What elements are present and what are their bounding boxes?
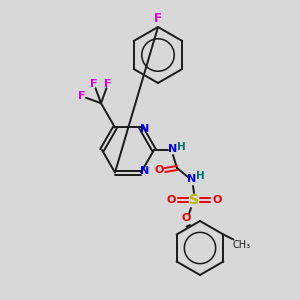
Text: CH₃: CH₃ — [232, 239, 250, 250]
Text: F: F — [79, 92, 86, 101]
Text: N: N — [140, 124, 150, 134]
Text: N: N — [188, 174, 196, 184]
Text: H: H — [177, 142, 185, 152]
Text: N: N — [140, 166, 150, 176]
Text: O: O — [154, 165, 164, 175]
Text: F: F — [154, 13, 162, 26]
Text: F: F — [90, 80, 98, 89]
Text: N: N — [168, 144, 178, 154]
Text: O: O — [181, 213, 191, 223]
Text: O: O — [212, 195, 222, 205]
Text: H: H — [196, 171, 204, 181]
Text: F: F — [104, 80, 112, 89]
Text: O: O — [166, 195, 176, 205]
Text: S: S — [189, 193, 199, 207]
